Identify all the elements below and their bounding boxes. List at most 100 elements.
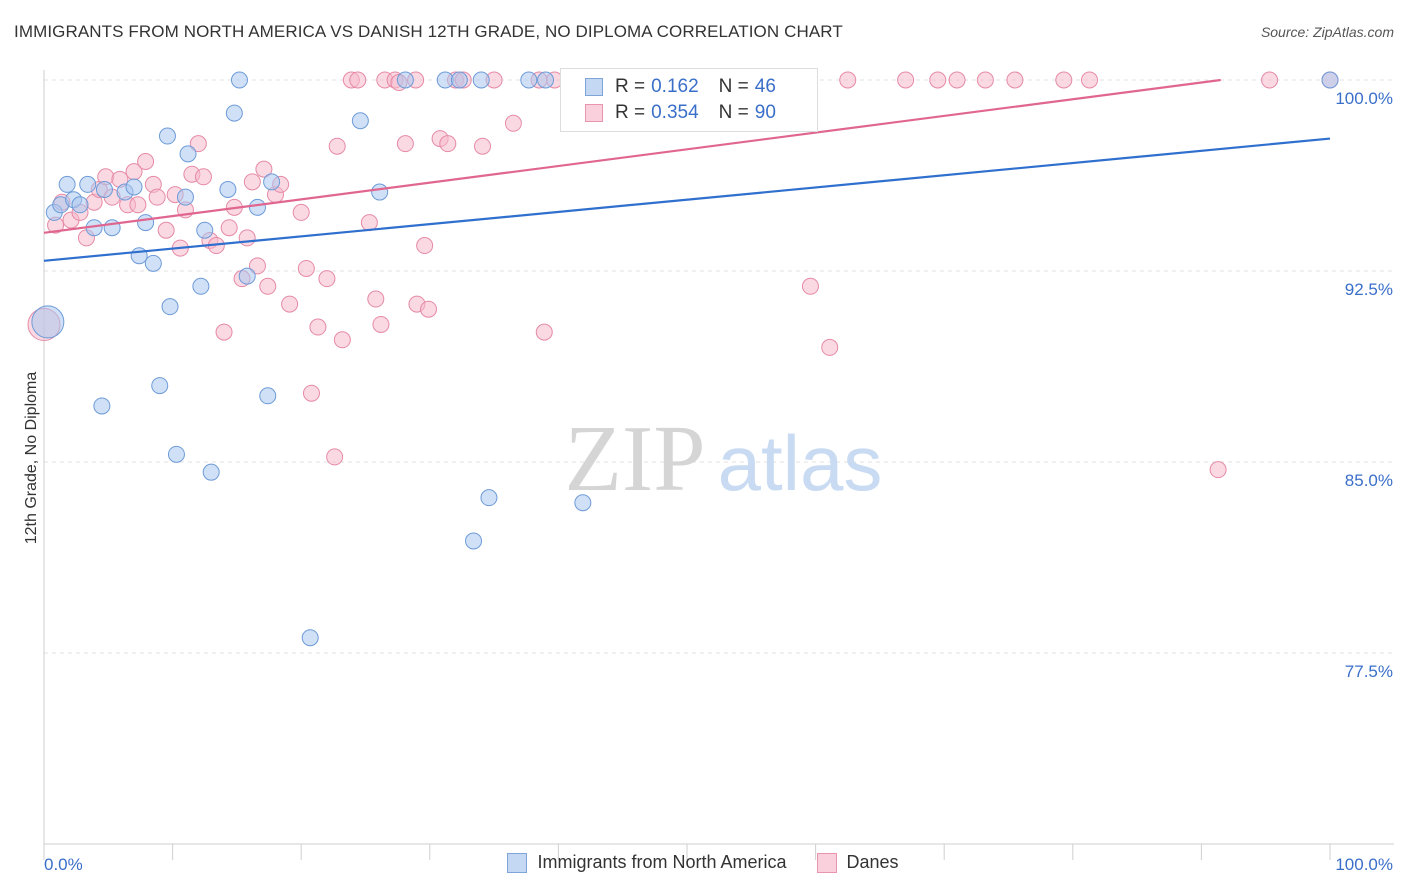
point-danes: [821, 338, 839, 356]
point-danes: [1081, 71, 1099, 89]
point-danes: [420, 300, 438, 318]
point-danes: [328, 137, 346, 155]
point-danes: [372, 315, 390, 333]
point-immigrants: [436, 71, 454, 89]
point-immigrants: [219, 181, 237, 199]
point-danes: [396, 135, 414, 153]
point-immigrants: [574, 494, 592, 512]
correlation-legend: R = 0.162 N = 46 R = 0.354 N = 90: [560, 68, 818, 132]
point-danes: [248, 257, 266, 275]
y-tick-label: 77.5%: [1345, 662, 1393, 681]
point-danes: [1006, 71, 1024, 89]
point-immigrants: [520, 71, 538, 89]
legend-label-danes: Danes: [846, 852, 899, 872]
point-immigrants: [130, 247, 148, 265]
point-immigrants: [396, 71, 414, 89]
point-danes: [1055, 71, 1073, 89]
legend-label-immigrants: Immigrants from North America: [537, 852, 787, 872]
point-danes: [326, 448, 344, 466]
x-tick-label-max: 100.0%: [1335, 855, 1393, 874]
point-immigrants: [125, 178, 143, 196]
legend-item-danes[interactable]: Danes: [816, 852, 899, 873]
series-legend: Immigrants from North America Danes: [0, 852, 1406, 873]
point-immigrants: [230, 71, 248, 89]
point-danes: [416, 237, 434, 255]
point-immigrants: [176, 188, 194, 206]
point-immigrants: [179, 145, 197, 163]
point-immigrants: [161, 298, 179, 316]
point-danes: [439, 135, 457, 153]
point-immigrants: [225, 104, 243, 122]
point-danes: [259, 277, 277, 295]
trend-line-danes: [43, 78, 1221, 234]
point-immigrants: [58, 175, 76, 193]
y-tick-label: 92.5%: [1345, 280, 1393, 299]
point-danes: [839, 71, 857, 89]
legend-swatch-immigrants: [507, 852, 528, 873]
legend-n-value: 46: [754, 76, 776, 97]
trend-lines: [43, 78, 1331, 262]
immigrants-points: [31, 71, 1339, 647]
legend-row-immigrants: R = 0.162 N = 46: [585, 75, 776, 99]
point-danes: [929, 71, 947, 89]
point-danes: [976, 71, 994, 89]
point-danes: [243, 173, 261, 191]
y-tick-label: 100.0%: [1335, 89, 1393, 108]
legend-r-label: R =: [615, 76, 646, 97]
point-immigrants: [537, 71, 555, 89]
legend-item-immigrants[interactable]: Immigrants from North America: [507, 852, 787, 873]
point-immigrants: [301, 629, 319, 647]
point-danes: [349, 71, 367, 89]
legend-r-value: 0.162: [651, 76, 699, 97]
point-immigrants: [31, 305, 65, 339]
point-danes: [238, 229, 256, 247]
point-danes: [220, 219, 238, 237]
point-immigrants: [192, 277, 210, 295]
legend-n-label: N =: [718, 102, 749, 123]
point-danes: [148, 188, 166, 206]
point-danes: [897, 71, 915, 89]
tick-labels: 77.5% 85.0% 92.5% 100.0% 0.0% 100.0%: [44, 89, 1393, 874]
point-immigrants: [238, 267, 256, 285]
y-axis-label: 12th Grade, No Diploma: [23, 372, 40, 545]
point-immigrants: [151, 377, 169, 395]
point-danes: [1209, 461, 1227, 479]
point-danes: [367, 290, 385, 308]
point-immigrants: [202, 463, 220, 481]
point-danes: [215, 323, 233, 341]
watermark-atlas: atlas: [718, 419, 883, 507]
axes: [43, 70, 1394, 860]
point-immigrants: [351, 112, 369, 130]
x-tick-label-min: 0.0%: [44, 855, 83, 874]
point-immigrants: [95, 181, 113, 199]
gridlines: [44, 79, 1394, 654]
point-immigrants: [79, 175, 97, 193]
point-immigrants: [158, 127, 176, 145]
point-danes: [137, 152, 155, 170]
source-label: Source: ZipAtlas.com: [1260, 24, 1394, 40]
point-danes: [504, 114, 522, 132]
point-danes: [302, 384, 320, 402]
point-immigrants: [103, 219, 121, 237]
point-immigrants: [480, 489, 498, 507]
point-danes: [309, 318, 327, 336]
legend-n-value: 90: [754, 102, 776, 123]
point-danes: [535, 323, 553, 341]
point-immigrants: [144, 254, 162, 272]
point-immigrants: [465, 532, 483, 550]
point-danes: [801, 277, 819, 295]
point-danes: [1261, 71, 1279, 89]
point-immigrants: [263, 173, 281, 191]
point-immigrants: [450, 71, 468, 89]
point-danes: [157, 221, 175, 239]
point-danes: [189, 135, 207, 153]
legend-row-danes: R = 0.354 N = 90: [585, 101, 776, 125]
legend-n-label: N =: [718, 76, 749, 97]
point-danes: [318, 270, 336, 288]
point-danes: [292, 203, 310, 221]
point-immigrants: [472, 71, 490, 89]
legend-swatch-danes: [585, 104, 603, 122]
legend-swatch-immigrants: [585, 78, 603, 96]
point-danes: [255, 160, 273, 178]
